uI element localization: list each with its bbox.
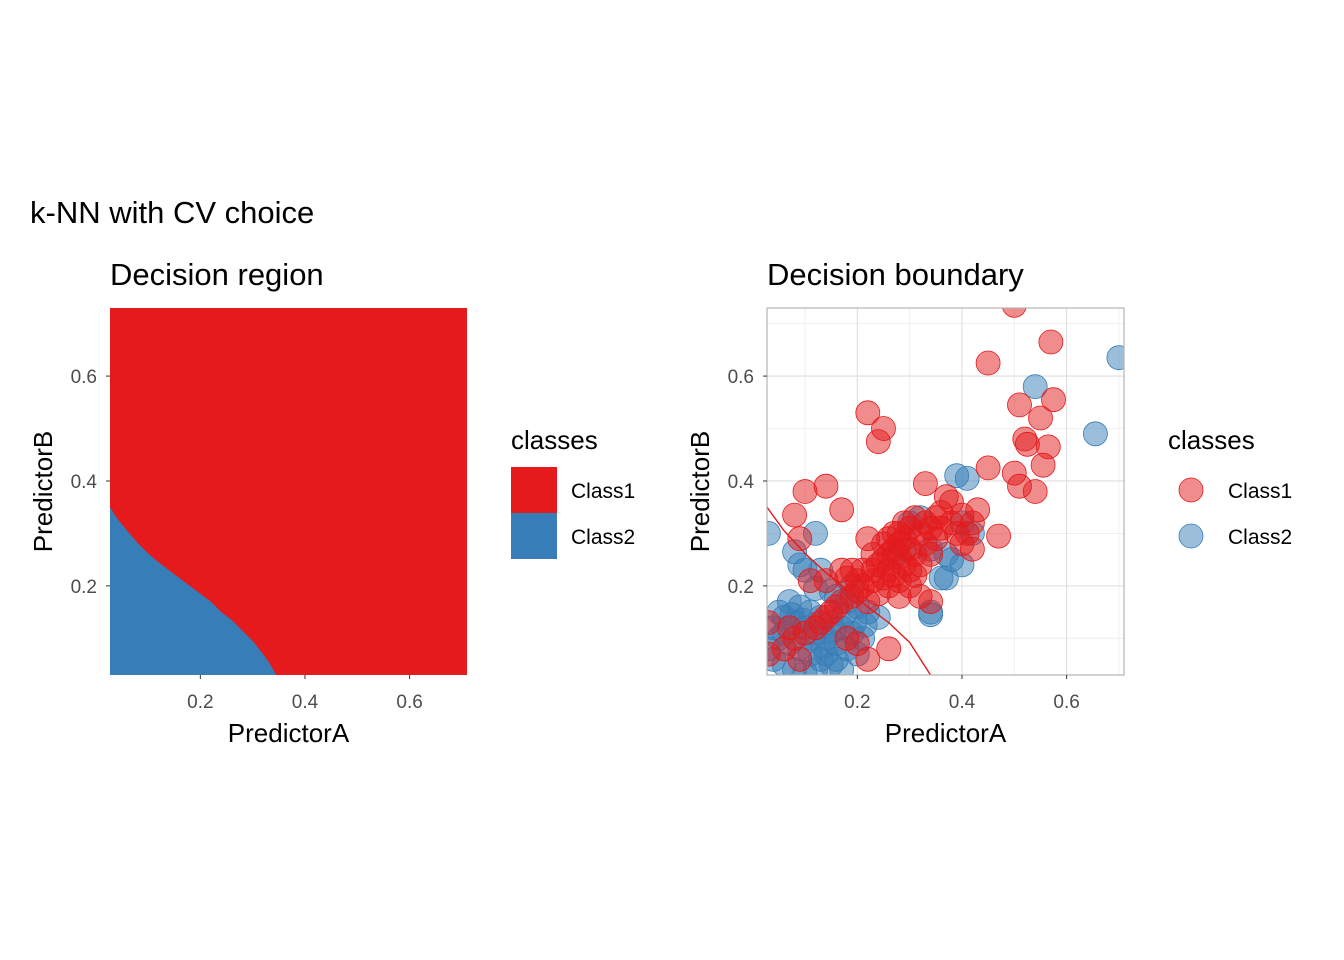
point-class1 <box>1002 308 1027 318</box>
point-class1 <box>787 646 813 672</box>
point-class1 <box>918 542 943 567</box>
x-tick-label: 0.4 <box>949 692 976 713</box>
point-class1 <box>986 523 1011 549</box>
x-tick-label: 0.4 <box>292 692 319 713</box>
point-class1 <box>1022 479 1048 504</box>
point-class1 <box>913 510 938 536</box>
legend-label-class1: Class1 <box>1228 480 1292 503</box>
point-class1 <box>913 471 938 497</box>
point-class1 <box>876 526 902 552</box>
point-class1 <box>876 636 902 662</box>
decision-boundary-line <box>767 506 932 675</box>
point-class1 <box>797 568 823 593</box>
main-title: k-NN with CV choice <box>30 195 314 230</box>
legend-key-class2 <box>1178 523 1204 549</box>
point-class1 <box>960 536 985 562</box>
point-class1 <box>860 542 886 567</box>
point-class1 <box>1015 431 1040 457</box>
point-class2 <box>1022 374 1048 400</box>
y-tick-label: 0.4 <box>71 472 98 493</box>
point-class1 <box>855 400 881 426</box>
y-tick-label: 0.6 <box>728 367 754 388</box>
x-tick-label: 0.2 <box>844 692 870 713</box>
legend-key-class1 <box>1178 477 1204 503</box>
x-tick-label: 0.6 <box>396 692 422 713</box>
point-class1 <box>782 502 807 528</box>
legend-title: classes <box>1168 425 1255 455</box>
legend-label-class2: Class2 <box>1228 526 1292 549</box>
x-tick-label: 0.6 <box>1053 692 1079 713</box>
x-tick-label: 0.2 <box>187 692 213 713</box>
decision-boundary-chart: Decision boundary 0.2 0.4 0.6 0.2 0.4 0.6 Pr… <box>685 257 1292 748</box>
point-class2 <box>954 465 980 491</box>
chart-title: Decision region <box>110 257 324 292</box>
point-class1 <box>813 473 839 499</box>
legend-key-class2 <box>511 513 557 559</box>
class2-region <box>110 507 277 675</box>
point-class1 <box>975 455 1001 481</box>
y-axis-label: PredictorB <box>685 431 715 552</box>
point-class1 <box>855 589 881 614</box>
point-class1 <box>965 497 991 523</box>
point-class1 <box>918 589 943 614</box>
y-tick-label: 0.6 <box>71 367 97 388</box>
legend-label-class2: Class2 <box>571 526 635 549</box>
x-axis-label: PredictorA <box>228 718 350 748</box>
point-class2 <box>1106 345 1124 371</box>
point-class1 <box>1041 387 1066 413</box>
point-class1 <box>787 526 813 552</box>
point-class1 <box>1007 392 1032 418</box>
y-tick-label: 0.2 <box>728 577 754 598</box>
point-class1 <box>844 568 870 593</box>
point-class2 <box>933 565 959 591</box>
y-tick-label: 0.4 <box>728 472 755 493</box>
y-axis-label: PredictorB <box>28 431 58 552</box>
point-class1 <box>855 646 881 672</box>
decision-region-chart: Decision region 0.2 0.4 0.6 0.2 0.4 0.6 Pred… <box>28 257 635 748</box>
panel-border <box>766 307 1125 676</box>
point-class1 <box>776 615 802 641</box>
legend-label-class1: Class1 <box>571 480 635 503</box>
point-class1 <box>1038 329 1064 355</box>
point-class1 <box>975 350 1001 376</box>
point-class2 <box>767 521 781 546</box>
point-class1 <box>767 610 781 635</box>
y-tick-label: 0.2 <box>71 577 97 598</box>
chart-title: Decision boundary <box>767 257 1024 292</box>
point-class1 <box>886 568 912 593</box>
point-class1 <box>865 429 891 455</box>
x-axis-label: PredictorA <box>885 718 1007 748</box>
legend-key-class1 <box>511 467 557 513</box>
point-class2 <box>1083 421 1108 447</box>
point-class1 <box>1030 452 1056 478</box>
point-class1 <box>767 641 781 667</box>
legend: classes Class1 Class2 <box>1168 425 1292 549</box>
point-class1 <box>829 497 855 523</box>
point-class1 <box>1028 405 1053 431</box>
legend-title: classes <box>511 425 598 455</box>
legend: classes Class1 Class2 <box>511 425 635 559</box>
point-class1 <box>792 479 818 504</box>
